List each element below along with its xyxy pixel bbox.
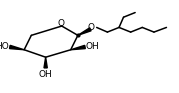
Text: O: O bbox=[57, 19, 64, 28]
Polygon shape bbox=[9, 45, 24, 50]
Text: OH: OH bbox=[86, 42, 99, 51]
Polygon shape bbox=[78, 28, 91, 35]
Text: HO: HO bbox=[0, 42, 9, 51]
Polygon shape bbox=[71, 45, 85, 50]
Polygon shape bbox=[44, 57, 47, 68]
Text: O: O bbox=[88, 23, 95, 32]
Text: OH: OH bbox=[39, 70, 52, 79]
